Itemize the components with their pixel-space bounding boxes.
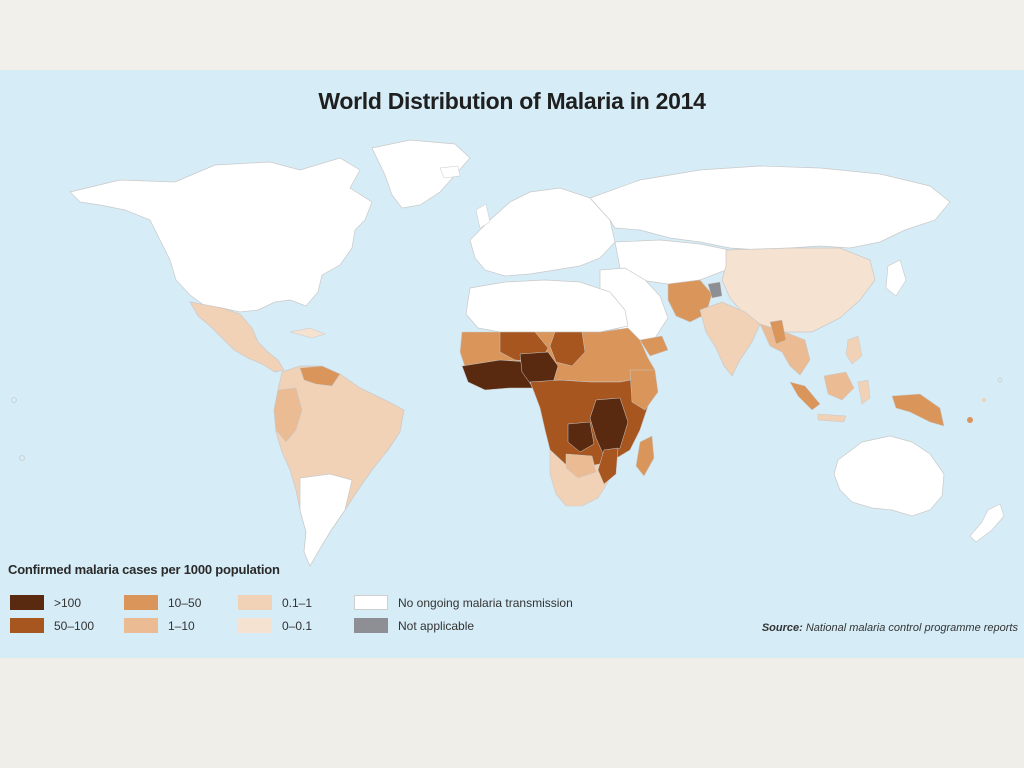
legend-title: Confirmed malaria cases per 1000 populat… bbox=[8, 562, 280, 577]
source-line: Source: National malaria control program… bbox=[762, 622, 1018, 634]
land-sumatra bbox=[789, 381, 821, 411]
legend-swatch bbox=[10, 618, 44, 633]
land-chad-sudan bbox=[549, 331, 586, 367]
legend-swatch bbox=[238, 595, 272, 610]
island-pacific-3 bbox=[11, 397, 17, 403]
legend-label: No ongoing malaria transmission bbox=[398, 595, 573, 610]
land-mexico-central-america bbox=[189, 301, 285, 373]
land-zambia bbox=[565, 453, 597, 479]
legend-item-no-transmission: No ongoing malaria transmission bbox=[354, 595, 573, 610]
slide-top-margin bbox=[0, 0, 1024, 70]
legend-item-10-50: 10–50 bbox=[124, 595, 201, 610]
land-philippines bbox=[845, 335, 863, 365]
land-uk bbox=[475, 203, 491, 229]
land-new-zealand bbox=[969, 503, 1005, 543]
legend-label: 10–50 bbox=[168, 595, 202, 610]
land-borneo bbox=[823, 371, 855, 401]
land-congo-high bbox=[567, 421, 595, 453]
legend-swatch bbox=[124, 618, 158, 633]
land-caribbean bbox=[289, 327, 326, 339]
land-sulawesi bbox=[857, 379, 871, 405]
island-pacific-4 bbox=[19, 455, 25, 461]
map-title: World Distribution of Malaria in 2014 bbox=[318, 88, 706, 114]
legend-item-gt100: >100 bbox=[10, 595, 81, 610]
land-east-africa bbox=[629, 369, 659, 411]
map-panel: World Distribution of Malaria in 2014 Co… bbox=[0, 70, 1024, 658]
source-label: Source: bbox=[761, 622, 803, 634]
land-greenland bbox=[371, 139, 471, 209]
legend-item-0-0.1: 0–0.1 bbox=[238, 618, 312, 633]
legend-item-0.1-1: 0.1–1 bbox=[238, 595, 312, 610]
land-not-applicable bbox=[707, 281, 723, 299]
land-japan bbox=[885, 259, 907, 297]
land-australia bbox=[833, 435, 945, 517]
legend-swatch bbox=[354, 618, 388, 633]
land-north-america bbox=[69, 157, 373, 313]
land-india bbox=[699, 301, 761, 377]
land-myanmar bbox=[769, 319, 787, 345]
land-southern-cone bbox=[299, 473, 353, 567]
world-map bbox=[11, 139, 1005, 567]
legend-label: >100 bbox=[54, 595, 82, 610]
source-text: National malaria control programme repor… bbox=[805, 622, 1018, 634]
legend-label: 1–10 bbox=[168, 618, 195, 633]
land-iceland bbox=[439, 165, 461, 179]
legend-swatch bbox=[354, 595, 388, 610]
legend-label: 0.1–1 bbox=[282, 595, 313, 610]
island-pacific-5 bbox=[997, 377, 1003, 383]
land-andes bbox=[273, 387, 303, 443]
land-java bbox=[817, 413, 847, 423]
land-north-asia bbox=[589, 165, 951, 251]
island-pacific-2 bbox=[982, 398, 986, 402]
land-china bbox=[721, 247, 876, 333]
legend-item-50-100: 50–100 bbox=[10, 618, 94, 633]
legend-swatch bbox=[10, 595, 44, 610]
land-new-guinea bbox=[891, 393, 945, 427]
land-southeast-asia bbox=[759, 323, 811, 376]
land-europe bbox=[469, 187, 616, 277]
legend-swatch bbox=[124, 595, 158, 610]
land-madagascar bbox=[635, 435, 655, 477]
legend-label: 0–0.1 bbox=[282, 618, 313, 633]
land-mozambique bbox=[597, 447, 619, 485]
land-north-africa bbox=[465, 279, 629, 333]
slide-bottom-margin bbox=[0, 658, 1024, 768]
island-pacific-1 bbox=[967, 417, 973, 423]
legend-item-not-applicable: Not applicable bbox=[354, 618, 474, 633]
land-yemen bbox=[639, 335, 669, 357]
legend-item-1-10: 1–10 bbox=[124, 618, 195, 633]
legend-label: Not applicable bbox=[398, 618, 475, 633]
land-guianas bbox=[299, 365, 341, 387]
legend-swatch bbox=[238, 618, 272, 633]
legend-label: 50–100 bbox=[54, 618, 95, 633]
